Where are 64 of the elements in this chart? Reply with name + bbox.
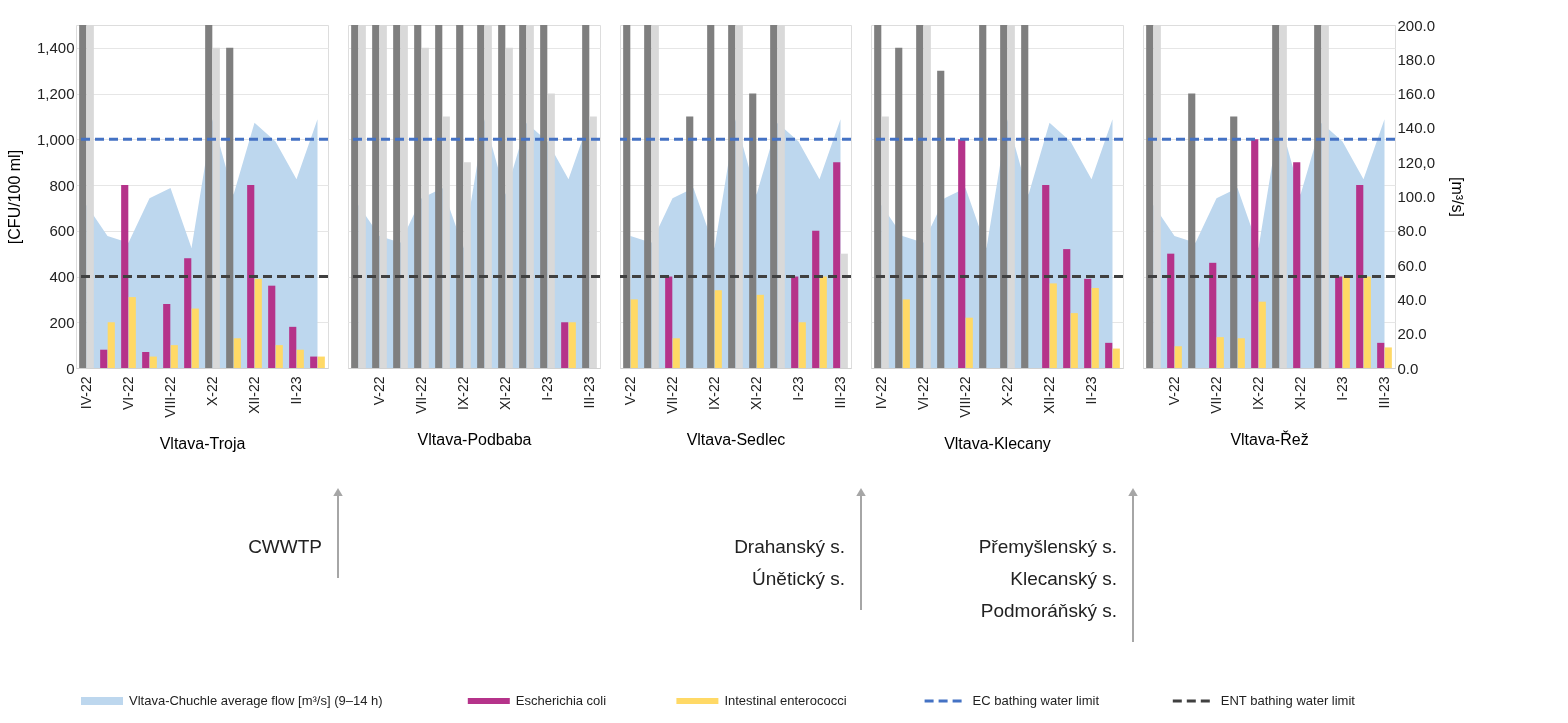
text: Přemyšlenský s. Klecanský s. Podmoráňský s. <box>978 536 1117 621</box>
y2-tick-label: 60.0 <box>1397 256 1427 274</box>
y2-axis-title: [m³/s] <box>1449 177 1467 217</box>
text: CWWTP <box>248 536 322 557</box>
y2-tick-label: 160.0 <box>1397 85 1436 103</box>
y2-tick-label: 100.0 <box>1397 188 1436 205</box>
y-tick-label: 400 <box>49 268 75 286</box>
x-axis-title: Vltava-Klecany <box>944 434 1051 452</box>
y2-tick-label: 180.0 <box>1397 50 1436 68</box>
x-tick-label: X-22 <box>203 376 220 407</box>
x-tick-label: VI-22 <box>119 376 136 410</box>
legend-label: EC bathing water limit <box>972 693 1100 708</box>
x-axis-title: Vltava-Troja <box>159 434 246 452</box>
x-tick-label: V-22 <box>1165 376 1182 406</box>
x-tick-label: III-23 <box>1375 376 1392 409</box>
x-tick-label: I-23 <box>789 376 806 401</box>
x-tick-label: III-23 <box>831 376 848 409</box>
x-tick-label: II-23 <box>287 376 304 405</box>
x-tick-label: VIII-22 <box>956 376 973 418</box>
x-tick-label: XI-22 <box>496 376 513 410</box>
x-axis-title: Vltava-Podbaba <box>417 430 532 448</box>
x-tick-label: VII-22 <box>1207 376 1224 414</box>
x-tick-label: V-22 <box>370 376 387 406</box>
x-tick-label: IX-22 <box>454 376 471 410</box>
y-tick-label: 200 <box>49 313 75 331</box>
y2-tick-label: 20.0 <box>1397 325 1427 343</box>
x-tick-label: VIII-22 <box>161 376 178 418</box>
y-tick-label: 600 <box>49 222 75 240</box>
x-tick-label: XII-22 <box>1040 376 1057 414</box>
x-axis-title: Vltava-Sedlec <box>686 430 786 448</box>
x-tick-label: IX-22 <box>705 376 722 410</box>
x-tick-label: IX-22 <box>1249 376 1266 410</box>
y2-tick-label: 140.0 <box>1397 119 1436 137</box>
y-tick-label: 1,000 <box>36 130 75 148</box>
x-tick-label: VII-22 <box>412 376 429 414</box>
y2-tick-label: 80.0 <box>1397 222 1427 240</box>
y-tick-label: 1,400 <box>36 39 75 57</box>
x-tick-label: X-22 <box>998 376 1015 407</box>
x-axis-title: Vltava-Řež <box>1230 429 1309 448</box>
x-tick-label: IV-22 <box>872 376 889 410</box>
y2-tick-label: 120,0 <box>1397 153 1436 171</box>
x-tick-label: III-23 <box>580 376 597 409</box>
y2-tick-label: 200.0 <box>1397 16 1436 34</box>
x-tick-label: VII-22 <box>663 376 680 414</box>
x-tick-label: XI-22 <box>747 376 764 410</box>
text: Drahanský s. Únětický s. <box>734 536 845 589</box>
legend-label: Vltava-Chuchle average flow [m³/s] (9–14 h) <box>129 693 383 708</box>
y-tick-label: 1,200 <box>36 85 75 103</box>
x-tick-label: XI-22 <box>1291 376 1308 410</box>
x-tick-label: I-23 <box>1333 376 1350 401</box>
legend-label: ENT bathing water limit <box>1220 693 1356 708</box>
x-tick-label: II-23 <box>1082 376 1099 405</box>
y2-tick-label: 40.0 <box>1397 290 1427 308</box>
x-tick-label: XII-22 <box>245 376 262 414</box>
y-tick-label: 0 <box>66 359 75 377</box>
y2-tick-label: 0.0 <box>1397 359 1419 377</box>
x-tick-label: VI-22 <box>914 376 931 410</box>
x-tick-label: I-23 <box>538 376 555 401</box>
legend-label: Intestinal enterococci <box>724 693 847 708</box>
x-tick-label: IV-22 <box>77 376 94 410</box>
x-tick-label: V-22 <box>621 376 638 406</box>
legend-label: Escherichia coli <box>515 693 607 708</box>
y-axis-title: [CFU/100 ml] <box>5 149 23 245</box>
y-tick-label: 800 <box>49 176 75 194</box>
